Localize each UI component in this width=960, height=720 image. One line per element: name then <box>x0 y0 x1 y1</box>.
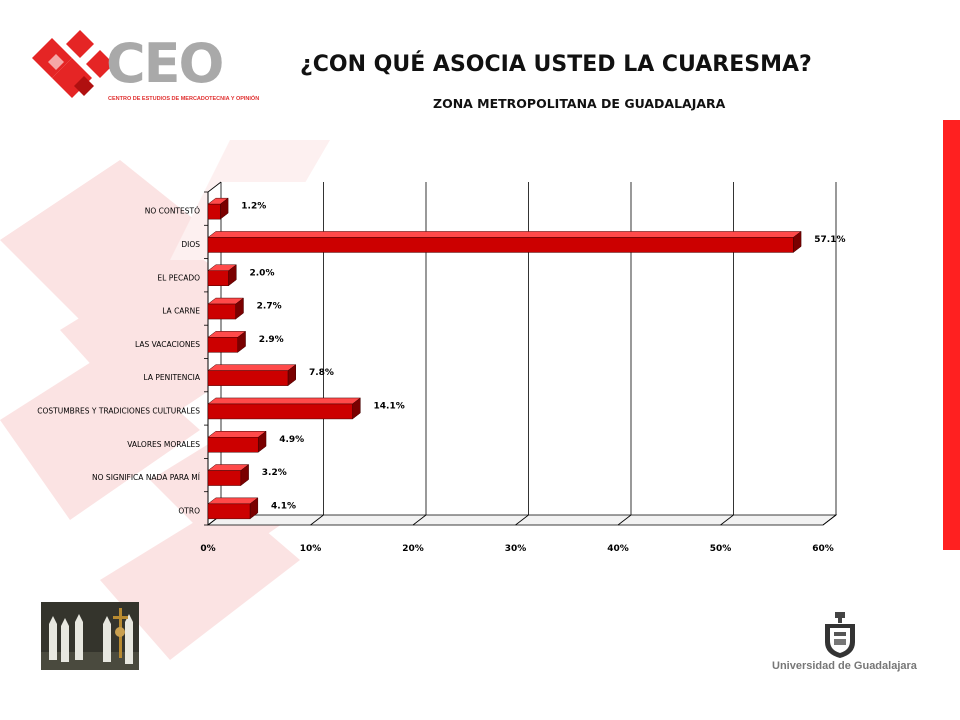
value-label: 3.2% <box>262 468 287 478</box>
grid-floor-line <box>515 514 529 526</box>
bar-top <box>207 231 802 238</box>
chart-wall <box>208 182 836 525</box>
category-label: OTRO <box>178 506 200 515</box>
grid-floor-line <box>412 514 427 526</box>
bar <box>207 203 221 220</box>
category-label: COSTUMBRES Y TRADICIONES CULTURALES <box>37 406 200 415</box>
bar-top <box>207 431 267 438</box>
grid-floor-line <box>822 514 837 526</box>
grid-floor-line <box>720 514 734 526</box>
logo-subtext: CENTRO DE ESTUDIOS DE MERCADOTECNIA Y OP… <box>108 96 260 102</box>
value-label: 2.0% <box>250 268 275 278</box>
category-label: LAS VACACIONES <box>135 340 200 349</box>
grid-floor-line <box>310 514 324 526</box>
category-label: EL PECADO <box>157 273 200 282</box>
bar <box>207 270 229 286</box>
bar <box>207 303 236 320</box>
bar-top <box>207 397 362 405</box>
category-label: LA CARNE <box>162 307 200 316</box>
category-label: NO SIGNIFICA NADA PARA MÍ <box>92 473 200 482</box>
bar <box>207 337 238 353</box>
value-label: 4.9% <box>279 435 304 445</box>
category-label: DIOS <box>181 240 200 249</box>
procession-photo <box>41 602 139 670</box>
y-axis-top <box>207 181 222 193</box>
category-label: VALORES MORALES <box>127 440 200 449</box>
value-label: 1.2% <box>241 202 266 212</box>
value-label: 14.1% <box>374 401 405 411</box>
logo-diamond-icon <box>32 30 114 98</box>
grid-floor-line <box>617 514 632 526</box>
value-label: 2.9% <box>259 335 284 345</box>
x-tick-label: 20% <box>402 544 424 554</box>
bar <box>207 237 794 253</box>
bar <box>207 437 259 453</box>
university-name: Universidad de Guadalajara <box>772 660 917 672</box>
x-tick-label: 40% <box>607 544 629 554</box>
procession-photo-image <box>41 602 139 670</box>
category-label: NO CONTESTÓ <box>145 207 200 216</box>
page-subtitle: ZONA METROPOLITANA DE GUADALAJARA <box>433 96 726 111</box>
bar <box>207 470 242 486</box>
value-label: 7.8% <box>309 368 334 378</box>
x-tick-label: 50% <box>710 544 732 554</box>
x-tick-label: 30% <box>505 544 527 554</box>
ceo-logo <box>32 30 114 98</box>
bar <box>207 403 353 420</box>
page-title: ¿CON QUÉ ASOCIA USTED LA CUARESMA? <box>300 52 812 77</box>
bar <box>207 503 251 520</box>
logo-text: CEO <box>106 32 224 95</box>
udg-crest-icon <box>825 612 855 658</box>
value-label: 4.1% <box>271 501 296 511</box>
value-label: 2.7% <box>257 302 282 312</box>
x-tick-label: 10% <box>300 544 322 554</box>
x-tick-label: 60% <box>812 544 834 554</box>
accent-bar <box>943 120 960 550</box>
value-label: 57.1% <box>814 235 845 245</box>
bar <box>207 370 289 386</box>
category-label: LA PENITENCIA <box>144 373 201 382</box>
x-tick-label: 0% <box>200 544 215 554</box>
bar-top <box>207 364 297 371</box>
bar-top <box>207 497 259 505</box>
bar-chart: 0% 10% 20% 30% 40% 50% 60% NO CONTESTÓ 1.2% DIOS 5… <box>37 181 846 554</box>
